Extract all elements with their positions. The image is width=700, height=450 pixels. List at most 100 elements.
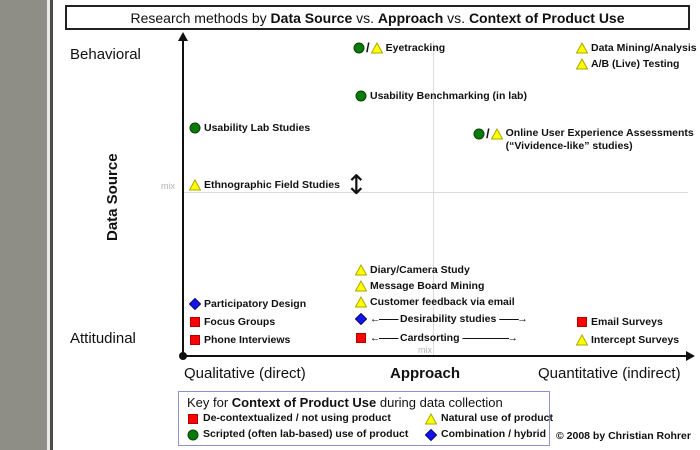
key-item-circle: Scripted (often lab-based) use of produc… bbox=[187, 428, 425, 441]
method-customer-feedback-email: Customer feedback via email bbox=[355, 295, 515, 309]
mix-gridline-vertical bbox=[433, 41, 434, 355]
method-label: Cardsorting bbox=[400, 331, 460, 344]
method-markers bbox=[576, 58, 588, 70]
method-label: Customer feedback via email bbox=[370, 295, 515, 308]
method-label: Usability Benchmarking (in lab) bbox=[370, 89, 527, 102]
square-marker-icon bbox=[356, 333, 366, 343]
slash-separator: / bbox=[486, 126, 490, 141]
method-markers bbox=[355, 313, 367, 325]
method-label-wrap: Diary/Camera Study bbox=[370, 264, 470, 277]
method-markers bbox=[355, 90, 367, 102]
method-label-wrap: Participatory Design bbox=[204, 298, 306, 311]
key-item-triangle: Natural use of product bbox=[425, 412, 553, 425]
square-marker-icon bbox=[190, 317, 200, 327]
x-axis-label-quantitative: Quantitative (indirect) bbox=[538, 365, 681, 382]
method-label-wrap: Cardsorting bbox=[400, 332, 460, 345]
method-label-wrap: Message Board Mining bbox=[370, 280, 484, 293]
triangle-marker-icon bbox=[355, 280, 367, 292]
y-axis-label-behavioral: Behavioral bbox=[70, 46, 141, 63]
key-title: Key for Context of Product Use during da… bbox=[187, 395, 503, 410]
method-label: Usability Lab Studies bbox=[204, 121, 311, 134]
circle-marker-icon bbox=[189, 122, 201, 134]
method-label-line2: (“Vividence-like” studies) bbox=[505, 140, 633, 152]
method-label-wrap: Data Mining/Analysis bbox=[591, 42, 697, 55]
method-usability-lab-studies: Usability Lab Studies bbox=[189, 121, 310, 135]
method-label: Phone Interviews bbox=[204, 333, 291, 346]
method-usability-benchmarking: Usability Benchmarking (in lab) bbox=[355, 89, 527, 103]
method-eyetracking: / Eyetracking bbox=[353, 41, 445, 55]
triangle-marker-icon bbox=[370, 42, 383, 54]
arrow-right-icon: —————→ bbox=[462, 332, 519, 344]
copyright-text: © 2008 by Christian Rohrer bbox=[556, 430, 691, 442]
key-items: De-contextualized / not using product Nat… bbox=[187, 412, 553, 441]
triangle-marker-icon bbox=[576, 334, 588, 346]
method-label-wrap: Phone Interviews bbox=[204, 334, 290, 347]
method-online-ux-assessments: / Online User Experience Assessments (“Viv… bbox=[473, 127, 694, 153]
method-markers bbox=[189, 179, 201, 191]
method-focus-groups: Focus Groups bbox=[189, 315, 275, 329]
key-item-diamond: Combination / hybrid bbox=[425, 428, 553, 441]
key-item-square: De-contextualized / not using product bbox=[187, 412, 425, 425]
arrow-left-icon: ←—— bbox=[370, 313, 399, 325]
triangle-marker-icon bbox=[490, 128, 503, 140]
x-axis-line bbox=[182, 355, 688, 357]
key-item-label: Scripted (often lab-based) use of produc… bbox=[203, 428, 409, 440]
arrow-left-icon: ←—— bbox=[370, 332, 399, 344]
triangle-marker-icon bbox=[189, 179, 201, 191]
method-markers bbox=[355, 296, 367, 308]
method-label-wrap: Intercept Surveys bbox=[591, 334, 679, 347]
diagram-title: Research methods by Data Source vs. Appr… bbox=[65, 5, 690, 30]
y-axis-arrow-icon bbox=[178, 32, 188, 41]
method-markers bbox=[189, 316, 201, 328]
method-intercept-surveys: Intercept Surveys bbox=[576, 333, 679, 347]
method-label: Email Surveys bbox=[591, 315, 663, 328]
method-label: A/B (Live) Testing bbox=[591, 57, 680, 70]
triangle-marker-icon bbox=[355, 296, 367, 308]
desktop-background bbox=[0, 0, 47, 450]
method-markers bbox=[355, 264, 367, 276]
method-ethnographic-field-studies: Ethnographic Field Studies ↕ bbox=[189, 170, 368, 201]
method-label-wrap: Email Surveys bbox=[591, 316, 663, 329]
diagram-title-text: Research methods by Data Source vs. Appr… bbox=[130, 9, 625, 26]
key-box: Key for Context of Product Use during da… bbox=[178, 391, 553, 446]
method-label: Message Board Mining bbox=[370, 279, 485, 292]
method-label-wrap: A/B (Live) Testing bbox=[591, 58, 679, 71]
method-markers bbox=[576, 316, 588, 328]
circle-marker-icon bbox=[353, 42, 365, 54]
method-label: Desirability studies bbox=[400, 312, 497, 325]
method-markers bbox=[189, 122, 201, 134]
method-message-board-mining: Message Board Mining bbox=[355, 279, 484, 293]
y-axis-line bbox=[182, 40, 184, 356]
method-markers bbox=[189, 334, 201, 346]
method-data-mining-analysis: Data Mining/Analysis bbox=[576, 41, 697, 55]
method-label-wrap: Focus Groups bbox=[204, 316, 275, 329]
method-label: Eyetracking bbox=[385, 41, 446, 54]
y-axis-mix-label: mix bbox=[161, 181, 175, 191]
method-desirability-studies: ←—— Desirability studies ——→ bbox=[355, 312, 528, 326]
method-label-wrap: Desirability studies bbox=[400, 313, 496, 326]
vertical-range-arrow-icon: ↕ bbox=[344, 170, 368, 201]
axis-origin-dot bbox=[179, 352, 187, 360]
method-participatory-design: Participatory Design bbox=[189, 297, 306, 311]
mix-gridline-horizontal bbox=[184, 192, 688, 193]
method-label-wrap: Usability Lab Studies bbox=[204, 122, 310, 135]
circle-marker-icon bbox=[473, 128, 485, 140]
triangle-marker-icon bbox=[355, 264, 367, 276]
x-axis-mix-label: mix bbox=[418, 345, 432, 355]
method-markers bbox=[189, 298, 201, 310]
diamond-marker-icon bbox=[189, 298, 201, 310]
x-axis-arrow-icon bbox=[686, 351, 695, 361]
arrow-right-icon: ——→ bbox=[499, 313, 528, 325]
method-markers: / bbox=[353, 41, 383, 54]
method-markers bbox=[355, 280, 367, 292]
method-diary-camera-study: Diary/Camera Study bbox=[355, 263, 470, 277]
method-cardsorting: ←—— Cardsorting —————→ bbox=[355, 331, 519, 345]
method-label-wrap: Usability Benchmarking (in lab) bbox=[370, 90, 527, 103]
square-marker-icon bbox=[190, 335, 200, 345]
method-label-wrap: Eyetracking bbox=[386, 42, 446, 55]
key-item-label: De-contextualized / not using product bbox=[203, 412, 391, 424]
method-markers bbox=[355, 332, 367, 344]
method-email-surveys: Email Surveys bbox=[576, 315, 663, 329]
y-axis-label-attitudinal: Attitudinal bbox=[70, 330, 136, 347]
key-item-label: Natural use of product bbox=[441, 412, 554, 424]
